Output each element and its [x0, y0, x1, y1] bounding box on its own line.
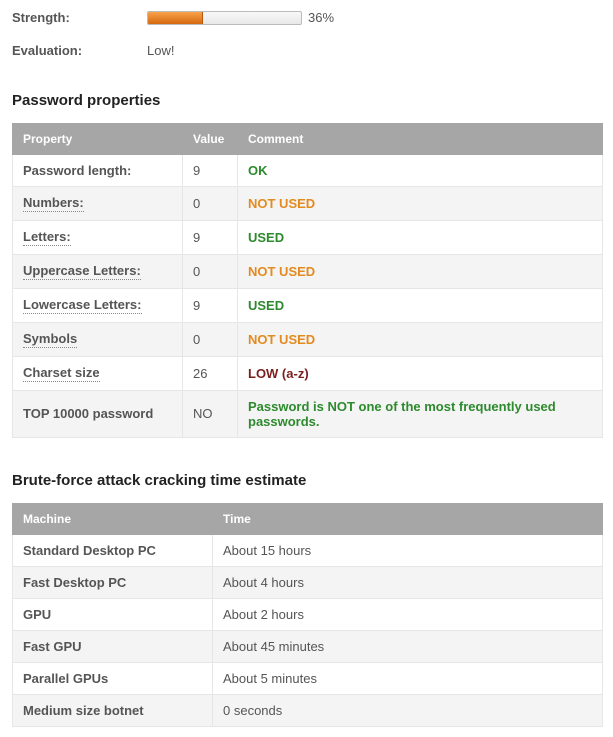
table-row: TOP 10000 passwordNOPassword is NOT one … [13, 390, 603, 437]
machine-cell: GPU [13, 598, 213, 630]
machine-cell: Fast GPU [13, 630, 213, 662]
property-cell: TOP 10000 password [13, 390, 183, 437]
property-cell: Letters: [13, 220, 183, 254]
comment-cell: OK [238, 155, 603, 187]
property-label: Numbers: [23, 196, 84, 212]
properties-section-title: Password properties [12, 92, 603, 109]
comment-cell: LOW (a-z) [238, 356, 603, 390]
table-row: Symbols 0NOT USED [13, 322, 603, 356]
time-cell: About 2 hours [213, 598, 603, 630]
value-cell: 0 [183, 322, 238, 356]
property-cell: Password length: [13, 155, 183, 187]
comment-cell: USED [238, 288, 603, 322]
property-label: Letters: [23, 230, 71, 246]
time-cell: About 45 minutes [213, 630, 603, 662]
evaluation-row: Evaluation: Low! [12, 43, 603, 58]
value-cell: NO [183, 390, 238, 437]
table-row: Numbers: 0NOT USED [13, 187, 603, 221]
value-cell: 9 [183, 155, 238, 187]
crack-section-title: Brute-force attack cracking time estimat… [12, 472, 603, 489]
comment-cell: Password is NOT one of the most frequent… [238, 390, 603, 437]
table-row: Password length:9OK [13, 155, 603, 187]
value-cell: 0 [183, 254, 238, 288]
properties-table: Property Value Comment Password length:9… [12, 123, 603, 438]
time-cell: About 5 minutes [213, 662, 603, 694]
machine-cell: Standard Desktop PC [13, 534, 213, 566]
table-row: Letters: 9USED [13, 220, 603, 254]
comment-cell: NOT USED [238, 187, 603, 221]
strength-row: Strength: 36% [12, 10, 603, 25]
property-cell: Lowercase Letters: [13, 288, 183, 322]
property-cell: Symbols [13, 322, 183, 356]
value-cell: 9 [183, 288, 238, 322]
table-row: Lowercase Letters: 9USED [13, 288, 603, 322]
crack-header-row: Machine Time [13, 503, 603, 534]
machine-cell: Medium size botnet [13, 694, 213, 726]
machine-cell: Parallel GPUs [13, 662, 213, 694]
comment-cell: USED [238, 220, 603, 254]
value-cell: 9 [183, 220, 238, 254]
crack-header-machine: Machine [13, 503, 213, 534]
property-cell: Charset size [13, 356, 183, 390]
comment-cell: NOT USED [238, 322, 603, 356]
table-row: Parallel GPUsAbout 5 minutes [13, 662, 603, 694]
comment-cell: NOT USED [238, 254, 603, 288]
value-cell: 0 [183, 187, 238, 221]
properties-header-row: Property Value Comment [13, 124, 603, 155]
property-label: Charset size [23, 366, 100, 382]
table-row: Standard Desktop PCAbout 15 hours [13, 534, 603, 566]
evaluation-label: Evaluation: [12, 43, 147, 58]
crack-header-time: Time [213, 503, 603, 534]
time-cell: About 4 hours [213, 566, 603, 598]
property-label: Uppercase Letters: [23, 264, 141, 280]
time-cell: 0 seconds [213, 694, 603, 726]
property-label: Symbols [23, 332, 77, 348]
table-row: Fast GPUAbout 45 minutes [13, 630, 603, 662]
machine-cell: Fast Desktop PC [13, 566, 213, 598]
evaluation-value: Low! [147, 43, 174, 58]
crack-table: Machine Time Standard Desktop PCAbout 15… [12, 503, 603, 727]
property-cell: Numbers: [13, 187, 183, 221]
strength-label: Strength: [12, 10, 147, 25]
strength-bar-inner [148, 12, 203, 24]
table-row: Medium size botnet0 seconds [13, 694, 603, 726]
time-cell: About 15 hours [213, 534, 603, 566]
table-row: Uppercase Letters: 0NOT USED [13, 254, 603, 288]
strength-percent-text: 36% [308, 10, 334, 25]
properties-header-value: Value [183, 124, 238, 155]
strength-progress: 36% [147, 10, 334, 25]
value-cell: 26 [183, 356, 238, 390]
property-cell: Uppercase Letters: [13, 254, 183, 288]
strength-bar-outer [147, 11, 302, 25]
properties-header-comment: Comment [238, 124, 603, 155]
table-row: GPUAbout 2 hours [13, 598, 603, 630]
table-row: Charset size 26LOW (a-z) [13, 356, 603, 390]
table-row: Fast Desktop PCAbout 4 hours [13, 566, 603, 598]
property-label: Lowercase Letters: [23, 298, 142, 314]
properties-header-property: Property [13, 124, 183, 155]
